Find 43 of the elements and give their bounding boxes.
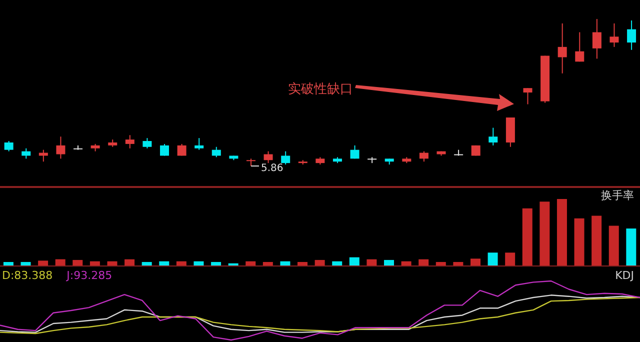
annotation: 实破性缺口: [288, 82, 353, 97]
bar: [349, 257, 360, 266]
candlestick: [264, 150, 273, 164]
bar: [592, 216, 602, 266]
candlestick: [558, 22, 567, 74]
candlestick: [419, 150, 428, 162]
bar: [556, 199, 567, 266]
bar: [574, 218, 584, 266]
bar: [626, 228, 636, 266]
candlestick: [523, 88, 532, 105]
bar: [314, 260, 325, 266]
bar: [366, 259, 377, 266]
text: D:83.388: [2, 269, 53, 282]
bar: [55, 259, 66, 266]
bar: [38, 260, 48, 266]
bar: [505, 252, 516, 266]
text: 5.86: [260, 163, 284, 174]
candlestick: [194, 138, 204, 150]
series-label: J:93.285: [66, 269, 112, 282]
candlestick: [627, 20, 636, 50]
candlestick: [125, 134, 134, 149]
candlestick: [592, 18, 602, 60]
chart-title: 换手率: [601, 188, 634, 203]
bar: [384, 260, 394, 266]
bar: [72, 260, 83, 266]
candlestick: [350, 144, 360, 160]
candlestick: [281, 150, 290, 166]
candlestick: [56, 136, 66, 160]
candlestick: [212, 146, 221, 158]
bar: [522, 208, 532, 266]
bar: [418, 259, 429, 266]
bar: [488, 252, 498, 266]
candlestick: [488, 127, 498, 146]
chart-title: KDJ: [615, 269, 634, 282]
candlestick: [4, 140, 14, 152]
bar: [540, 202, 550, 266]
candlestick: [575, 32, 584, 62]
bar: [608, 226, 619, 266]
bar: [124, 259, 135, 266]
candlestick: [142, 138, 152, 149]
candlestick: [610, 22, 619, 48]
bar: [470, 258, 480, 266]
candlestick: [22, 148, 31, 160]
